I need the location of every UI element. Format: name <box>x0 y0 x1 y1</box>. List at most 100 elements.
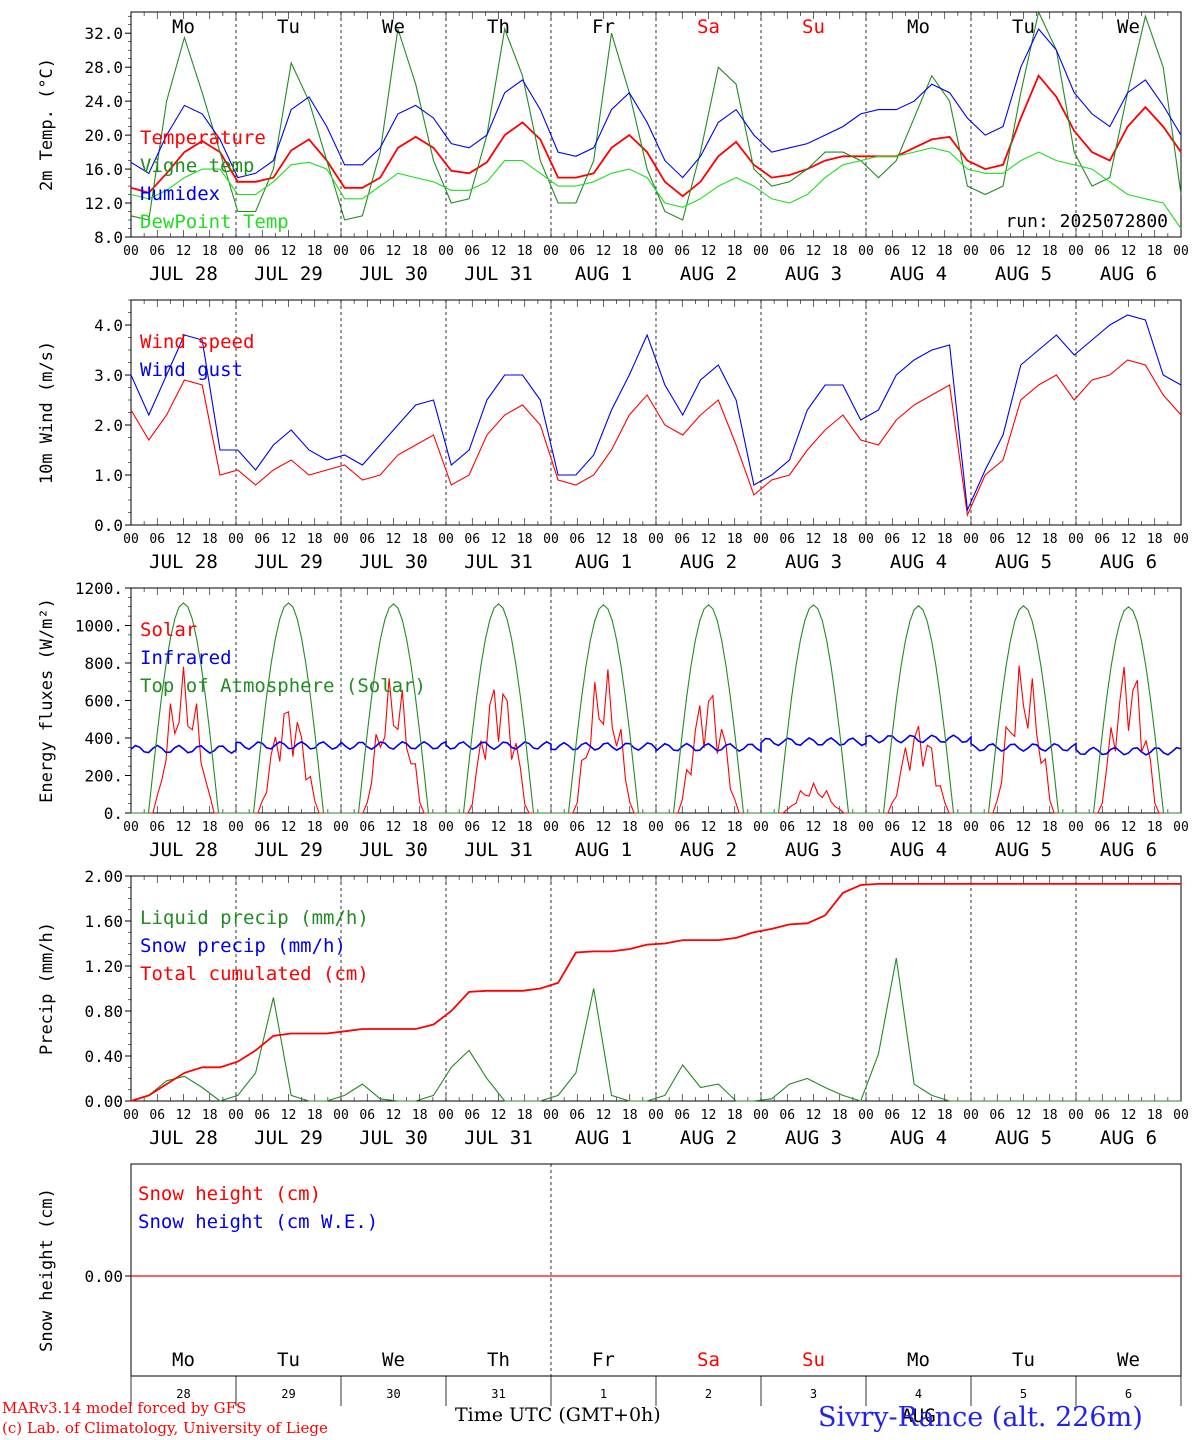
hour-tick-label: 06 <box>674 244 690 259</box>
date-label: AUG 4 <box>890 1127 947 1149</box>
y-tick-label: 1000. <box>75 617 123 636</box>
hour-tick-label: 12 <box>176 244 192 259</box>
hour-tick-label: 18 <box>832 244 848 259</box>
hour-tick-label: 18 <box>307 532 323 547</box>
date-label: AUG 4 <box>890 839 947 861</box>
weekday-label: We <box>382 1349 405 1371</box>
date-label: AUG 3 <box>785 1127 842 1149</box>
weekday-label: Th <box>487 1349 510 1371</box>
hour-tick-label: 00 <box>228 820 244 835</box>
hour-tick-label: 12 <box>596 1108 612 1123</box>
panel-5: Mo 28 Tu 29 We 30 Th 31 Fr 1 Sa 2 Su 3 Mo 4 Tu 5 We 6 AUG 0.0… <box>37 1163 1182 1427</box>
legend-entry: Snow height (cm W.E.) <box>138 1211 378 1233</box>
hour-tick-label: 12 <box>1121 1108 1137 1123</box>
hour-tick-label: 06 <box>989 1108 1005 1123</box>
date-label: AUG 6 <box>1100 263 1157 285</box>
series-line <box>130 147 1182 229</box>
date-label: JUL 31 <box>464 1127 533 1149</box>
date-label: AUG 2 <box>680 263 737 285</box>
y-tick-label: 16.0 <box>84 160 123 179</box>
weekday-label: Sa <box>697 16 720 38</box>
hour-tick-label: 06 <box>884 532 900 547</box>
weekday-label: Tu <box>1012 1349 1035 1371</box>
date-label: AUG 2 <box>680 551 737 573</box>
hour-tick-label: 18 <box>412 244 428 259</box>
hour-tick-label: 06 <box>464 244 480 259</box>
hour-tick-label: 18 <box>202 532 218 547</box>
hour-tick-label: 00 <box>123 1108 139 1123</box>
hour-tick-label: 06 <box>359 244 375 259</box>
hour-tick-label: 18 <box>1042 532 1058 547</box>
hour-tick-label: 18 <box>1147 1108 1163 1123</box>
hour-tick-label: 00 <box>543 820 559 835</box>
series-line <box>130 957 1181 1102</box>
hour-tick-label: 12 <box>806 532 822 547</box>
hour-tick-label: 12 <box>911 1108 927 1123</box>
date-label: JUL 30 <box>359 1127 428 1149</box>
hour-tick-label: 00 <box>123 820 139 835</box>
hour-tick-label: 18 <box>937 532 953 547</box>
hour-tick-label: 12 <box>386 532 402 547</box>
hour-tick-label: 18 <box>832 532 848 547</box>
date-label: AUG 3 <box>785 551 842 573</box>
day-number-label: 6 <box>1125 1387 1132 1401</box>
y-tick-label: 200. <box>84 767 123 786</box>
series-line <box>131 602 1181 814</box>
hour-tick-label: 06 <box>1094 532 1110 547</box>
hour-tick-label: 18 <box>412 820 428 835</box>
hour-tick-label: 00 <box>1173 1108 1189 1123</box>
legend-entry: Total cumulated (cm) <box>140 963 369 985</box>
y-tick-label: 0.0 <box>94 516 123 535</box>
date-label: JUL 30 <box>359 263 428 285</box>
day-number-label: 30 <box>386 1387 400 1401</box>
hour-tick-label: 12 <box>491 820 507 835</box>
y-axis-title: 2m Temp. (°C) <box>37 58 57 191</box>
hour-tick-label: 00 <box>1068 1108 1084 1123</box>
hour-tick-label: 06 <box>989 532 1005 547</box>
hour-tick-label: 12 <box>386 820 402 835</box>
hour-tick-label: 06 <box>989 820 1005 835</box>
panel-3: 00 06 12 18 JUL 28 00 06 12 18 JUL 29 00 06 12 18 JUL … <box>37 579 1189 861</box>
hour-tick-label: 18 <box>727 1108 743 1123</box>
hour-tick-label: 12 <box>386 1108 402 1123</box>
hour-tick-label: 12 <box>911 820 927 835</box>
hour-tick-label: 18 <box>202 244 218 259</box>
y-tick-label: 0.00 <box>84 1267 123 1286</box>
hour-tick-label: 18 <box>937 820 953 835</box>
y-tick-label: 24.0 <box>84 92 123 111</box>
hour-tick-label: 06 <box>464 1108 480 1123</box>
hour-tick-label: 12 <box>1121 532 1137 547</box>
date-label: AUG 6 <box>1100 1127 1157 1149</box>
date-label: AUG 4 <box>890 551 947 573</box>
hour-tick-label: 06 <box>149 1108 165 1123</box>
hour-tick-label: 18 <box>937 1108 953 1123</box>
panel-1: 00 06 12 18 JUL 28 00 06 12 18 JUL 29 00 06 12 18 JUL … <box>37 10 1189 285</box>
weekday-label: Tu <box>277 1349 300 1371</box>
y-tick-label: 1200. <box>75 579 123 598</box>
day-number-label: 4 <box>915 1387 922 1401</box>
legend-entry: Wind speed <box>140 331 254 353</box>
date-label: JUL 28 <box>149 839 218 861</box>
weekday-label: Sa <box>697 1349 720 1371</box>
hour-tick-label: 12 <box>1016 820 1032 835</box>
date-label: JUL 28 <box>149 551 218 573</box>
hour-tick-label: 12 <box>1121 244 1137 259</box>
hour-tick-label: 18 <box>517 532 533 547</box>
hour-tick-label: 06 <box>359 532 375 547</box>
weekday-label: Tu <box>277 16 300 38</box>
y-tick-label: 400. <box>84 729 123 748</box>
hour-tick-label: 06 <box>989 244 1005 259</box>
hour-tick-label: 18 <box>727 532 743 547</box>
hour-tick-label: 18 <box>517 820 533 835</box>
date-label: AUG 4 <box>890 263 947 285</box>
date-label: AUG 2 <box>680 839 737 861</box>
date-label: AUG 6 <box>1100 839 1157 861</box>
hour-tick-label: 18 <box>1147 244 1163 259</box>
hour-tick-label: 18 <box>517 244 533 259</box>
hour-tick-label: 18 <box>412 532 428 547</box>
hour-tick-label: 18 <box>307 1108 323 1123</box>
hour-tick-label: 18 <box>1042 244 1058 259</box>
hour-tick-label: 18 <box>622 244 638 259</box>
weekday-label: We <box>382 16 405 38</box>
hour-tick-label: 06 <box>464 532 480 547</box>
